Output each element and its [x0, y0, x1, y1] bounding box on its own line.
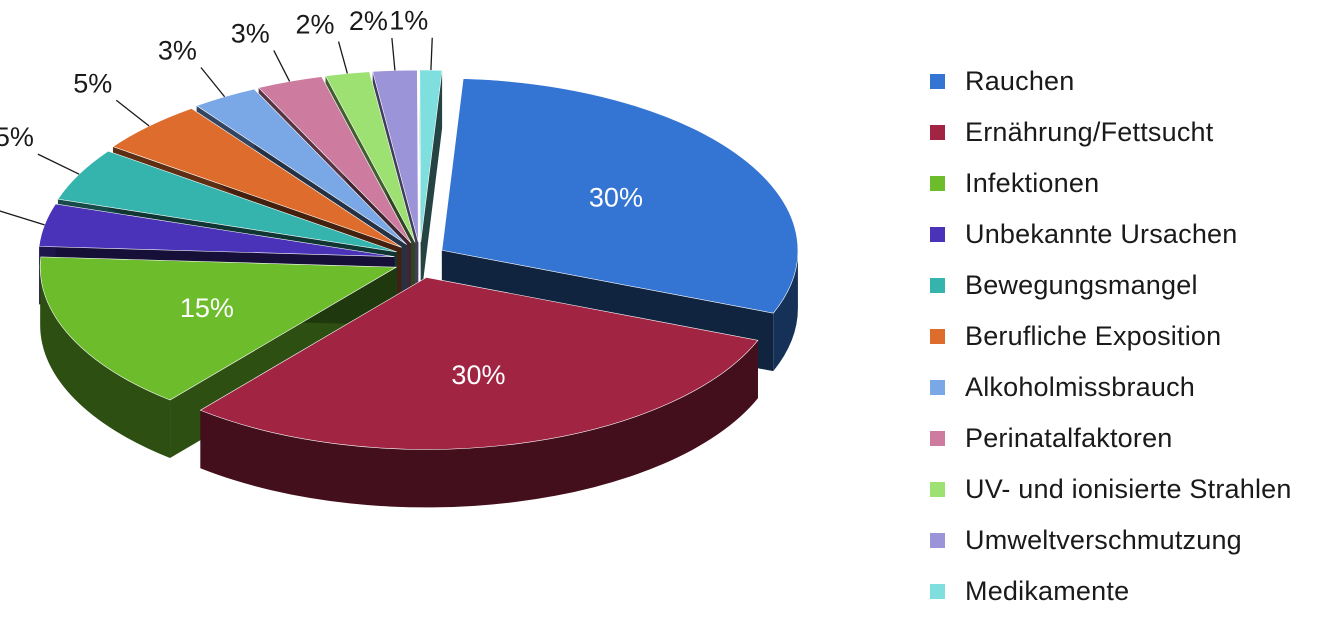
legend-item-berufliche-exposition: Berufliche Exposition	[930, 311, 1330, 362]
data-label-perinatalfaktoren: 3%	[231, 18, 270, 48]
data-label-infektionen: 15%	[180, 293, 234, 323]
pie-tops	[38, 69, 799, 450]
legend-swatch	[930, 125, 945, 140]
legend-swatch	[930, 584, 945, 599]
legend-swatch	[930, 278, 945, 293]
legend-swatch	[930, 329, 945, 344]
data-label-uv-und-ionisierte-strahlen: 2%	[296, 10, 335, 40]
slice-rauchen	[441, 78, 799, 314]
data-label-rauchen: 30%	[589, 183, 643, 213]
legend-swatch	[930, 227, 945, 242]
slice-side-infektionen	[40, 267, 171, 459]
slice-unbekannte-ursachen	[38, 203, 395, 257]
legend-label: Unbekannte Ursachen	[965, 219, 1238, 249]
slice-ern-hrung-fettsucht	[199, 277, 759, 450]
pie-chart: 30%30%15%4%5%5%3%3%2%2%1%	[0, 6, 799, 508]
legend-item-uv-und-ionisierte-strahlen: UV- und ionisierte Strahlen	[930, 464, 1330, 515]
legend-label: Rauchen	[965, 66, 1075, 96]
legend-label: Ernährung/Fettsucht	[965, 117, 1214, 147]
legend-label: UV- und ionisierte Strahlen	[965, 474, 1292, 504]
legend-swatch	[930, 380, 945, 395]
slice-side-ern-hrung-fettsucht	[200, 340, 758, 508]
data-label-ern-hrung-fettsucht: 30%	[451, 360, 505, 390]
slice-perinatalfaktoren	[258, 76, 412, 244]
legend-label: Bewegungsmangel	[965, 270, 1198, 300]
legend-swatch	[930, 74, 945, 89]
legend-item-medikamente: Medikamente	[930, 566, 1330, 617]
leader-line-unbekannte-ursachen	[0, 210, 45, 226]
legend-item-umweltverschmutzung: Umweltverschmutzung	[930, 515, 1330, 566]
leader-line-berufliche-exposition	[115, 99, 150, 127]
slice-berufliche-exposition	[112, 108, 402, 248]
slice-uv-und-ionisierte-strahlen	[325, 71, 416, 243]
legend-swatch	[930, 176, 945, 191]
data-label-medikamente: 1%	[389, 6, 428, 36]
legend-swatch	[930, 533, 945, 548]
slice-medikamente	[419, 69, 443, 243]
legend-item-infektionen: Infektionen	[930, 158, 1330, 209]
data-label-berufliche-exposition: 5%	[73, 68, 112, 98]
slice-wall-medikamente	[420, 70, 443, 301]
legend-label: Perinatalfaktoren	[965, 423, 1173, 453]
leader-line-umweltverschmutzung	[391, 38, 396, 71]
legend-label: Berufliche Exposition	[965, 321, 1222, 351]
legend-swatch	[930, 431, 945, 446]
leader-line-perinatalfaktoren	[273, 50, 291, 82]
legend: Rauchen Ernährung/Fettsucht Infektionen Unb…	[930, 56, 1330, 617]
legend-swatch	[930, 482, 945, 497]
leader-line-medikamente	[430, 37, 433, 71]
data-label-umweltverschmutzung: 2%	[349, 6, 388, 36]
legend-item-alkoholmissbrauch: Alkoholmissbrauch	[930, 362, 1330, 413]
data-label-bewegungsmangel: 5%	[0, 122, 34, 152]
legend-label: Umweltverschmutzung	[965, 525, 1242, 555]
slice-side-rauchen	[773, 250, 798, 372]
leader-line-alkoholmissbrauch	[200, 67, 226, 98]
legend-item-rauchen: Rauchen	[930, 56, 1330, 107]
legend-label: Alkoholmissbrauch	[965, 372, 1195, 402]
legend-label: Medikamente	[965, 576, 1130, 606]
legend-label: Infektionen	[965, 168, 1100, 198]
legend-item-bewegungsmangel: Bewegungsmangel	[930, 260, 1330, 311]
pie-labels: 30%30%15%4%5%5%3%3%2%2%1%	[0, 6, 643, 390]
legend-item-ern-hrung-fettsucht: Ernährung/Fettsucht	[930, 107, 1330, 158]
legend-item-unbekannte-ursachen: Unbekannte Ursachen	[930, 209, 1330, 260]
slice-infektionen	[39, 256, 398, 401]
leader-line-bewegungsmangel	[37, 153, 80, 175]
leader-line-uv-und-ionisierte-strahlen	[337, 41, 348, 74]
data-label-alkoholmissbrauch: 3%	[158, 36, 197, 66]
slice-alkoholmissbrauch	[195, 88, 407, 245]
legend-item-perinatalfaktoren: Perinatalfaktoren	[930, 413, 1330, 464]
